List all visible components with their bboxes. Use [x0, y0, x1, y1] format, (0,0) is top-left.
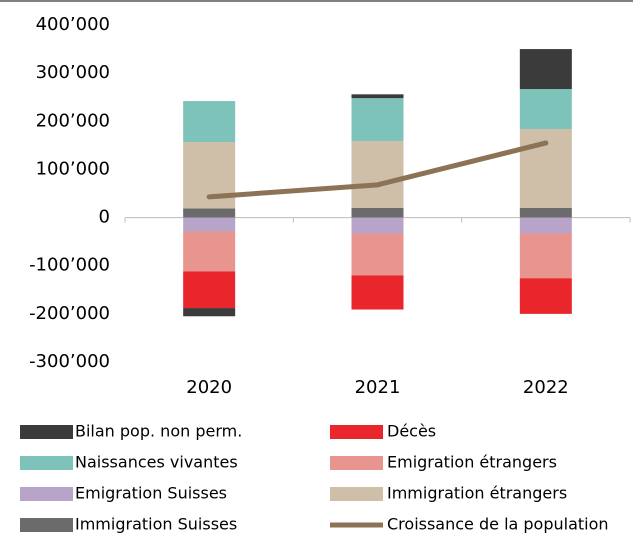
legend-swatch [330, 487, 383, 501]
legend-swatch [20, 425, 73, 439]
line-series [206, 140, 549, 200]
x-tick-label: 2022 [523, 377, 569, 398]
bar-segment [351, 217, 404, 234]
bar-segment [351, 94, 404, 99]
legend-label: Immigration Suisses [75, 515, 237, 534]
bar-segment [183, 231, 236, 272]
bar-segment [519, 207, 572, 218]
y-tick-label: 200’000 [36, 110, 110, 131]
legend-swatch [20, 456, 73, 470]
y-tick-label: 100’000 [36, 158, 110, 179]
legend-label: Naissances vivantes [75, 453, 238, 472]
legend-label: Croissance de la population [387, 515, 609, 534]
y-tick-label: -100’000 [29, 255, 110, 276]
bar-segment [351, 233, 404, 276]
bar-segment [183, 271, 236, 309]
y-tick-label: 300’000 [36, 62, 110, 83]
y-tick-label: 0 [99, 207, 110, 228]
bar-segment [351, 207, 404, 218]
legend-label: Immigration étrangers [387, 484, 567, 503]
bar-segment [519, 278, 572, 314]
bar-segment [183, 217, 236, 232]
bar-segment [351, 98, 404, 142]
bar-segment [519, 49, 572, 90]
legend-swatch [20, 518, 73, 532]
bar-segment [183, 101, 236, 142]
legend-swatch [330, 456, 383, 470]
legend-label: Emigration étrangers [387, 453, 557, 472]
x-tick-label: 2020 [186, 377, 232, 398]
legend-swatch [330, 425, 383, 439]
legend-label: Emigration Suisses [75, 484, 227, 503]
legend-label: Bilan pop. non perm. [75, 422, 242, 441]
bar-segment [519, 217, 572, 234]
y-tick-label: -200’000 [29, 303, 110, 324]
bar-segment [183, 308, 236, 317]
x-tick-label: 2021 [355, 377, 401, 398]
y-tick-label: 400’000 [36, 14, 110, 35]
legend-label: Décès [387, 422, 436, 441]
bar-segment [519, 89, 572, 129]
bar-segment [351, 275, 404, 310]
bar-segment [519, 233, 572, 279]
bar-segment [351, 141, 404, 208]
legend-swatch [20, 487, 73, 501]
bar-segment [183, 208, 236, 218]
y-tick-label: -300’000 [29, 351, 110, 372]
